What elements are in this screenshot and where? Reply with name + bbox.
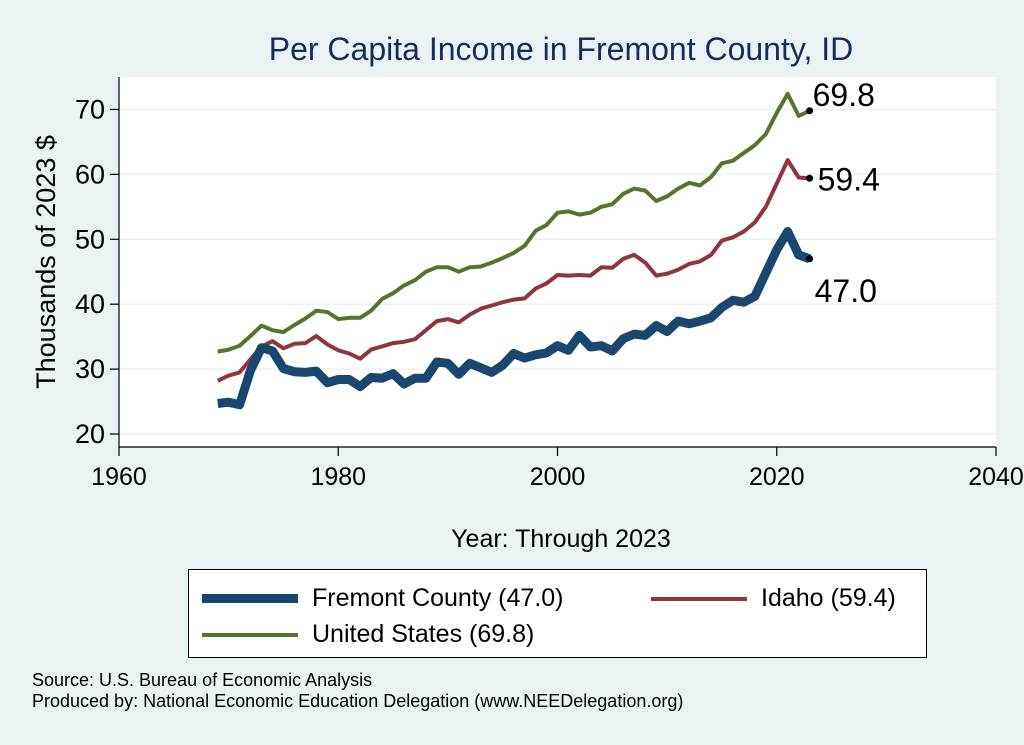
y-tick-label-60: 60 (75, 159, 105, 189)
end-label-idaho: 59.4 (818, 161, 880, 197)
legend-swatch-us (202, 632, 298, 637)
legend-label-us: United States (69.8) (312, 620, 535, 648)
legend-item-fremont: Fremont County (47.0) (202, 584, 564, 613)
x-tick-label-2000: 2000 (530, 463, 586, 491)
x-tick-label-2040: 2040 (968, 463, 1024, 491)
x-tick-label-2020: 2020 (749, 463, 805, 491)
x-tick-label-1980: 1980 (310, 463, 366, 491)
end-label-fremont: 47.0 (815, 273, 877, 309)
series-united-states (217, 91, 811, 354)
legend-label-idaho: Idaho (59.4) (761, 584, 896, 612)
series-fremont-county (217, 227, 812, 410)
plot-area (119, 77, 996, 447)
y-ticks: 20 30 40 50 60 70 (75, 94, 119, 449)
produced-by-line: Produced by: National Economic Education… (32, 691, 684, 711)
chart-title: Per Capita Income in Fremont County, ID (269, 31, 854, 67)
end-label-us: 69.8 (813, 77, 875, 113)
y-axis-label: Thousands of 2023 $ (31, 135, 61, 389)
end-label-fremont-marker (806, 255, 814, 263)
legend-item-us: United States (69.8) (202, 620, 534, 649)
gridlines (119, 108, 996, 435)
legend-item-idaho: Idaho (59.4) (651, 584, 896, 613)
y-tick-label-30: 30 (75, 354, 105, 384)
x-axis-label: Year: Through 2023 (451, 525, 671, 553)
y-tick-label-40: 40 (75, 289, 105, 319)
legend-label-fremont: Fremont County (47.0) (312, 584, 564, 612)
end-label-idaho-marker (806, 174, 814, 182)
y-tick-label-20: 20 (75, 419, 105, 449)
legend-swatch-idaho (651, 596, 747, 601)
source-line: Source: U.S. Bureau of Economic Analysis (32, 670, 373, 690)
x-ticks: 1960 1980 2000 2020 2040 (91, 447, 1024, 491)
legend-swatch-fremont (202, 594, 298, 603)
series-lines (216, 91, 812, 410)
y-tick-label-70: 70 (75, 94, 105, 124)
y-tick-label-50: 50 (75, 224, 105, 254)
source-notes: Source: U.S. Bureau of Economic Analysis… (32, 670, 683, 712)
x-tick-label-1960: 1960 (91, 463, 147, 491)
end-labels: 47.0 59.4 69.8 (806, 77, 880, 309)
end-label-us-marker (806, 107, 814, 115)
series-idaho (216, 158, 810, 383)
legend: Fremont County (47.0) Idaho (59.4) Unite… (188, 569, 927, 658)
